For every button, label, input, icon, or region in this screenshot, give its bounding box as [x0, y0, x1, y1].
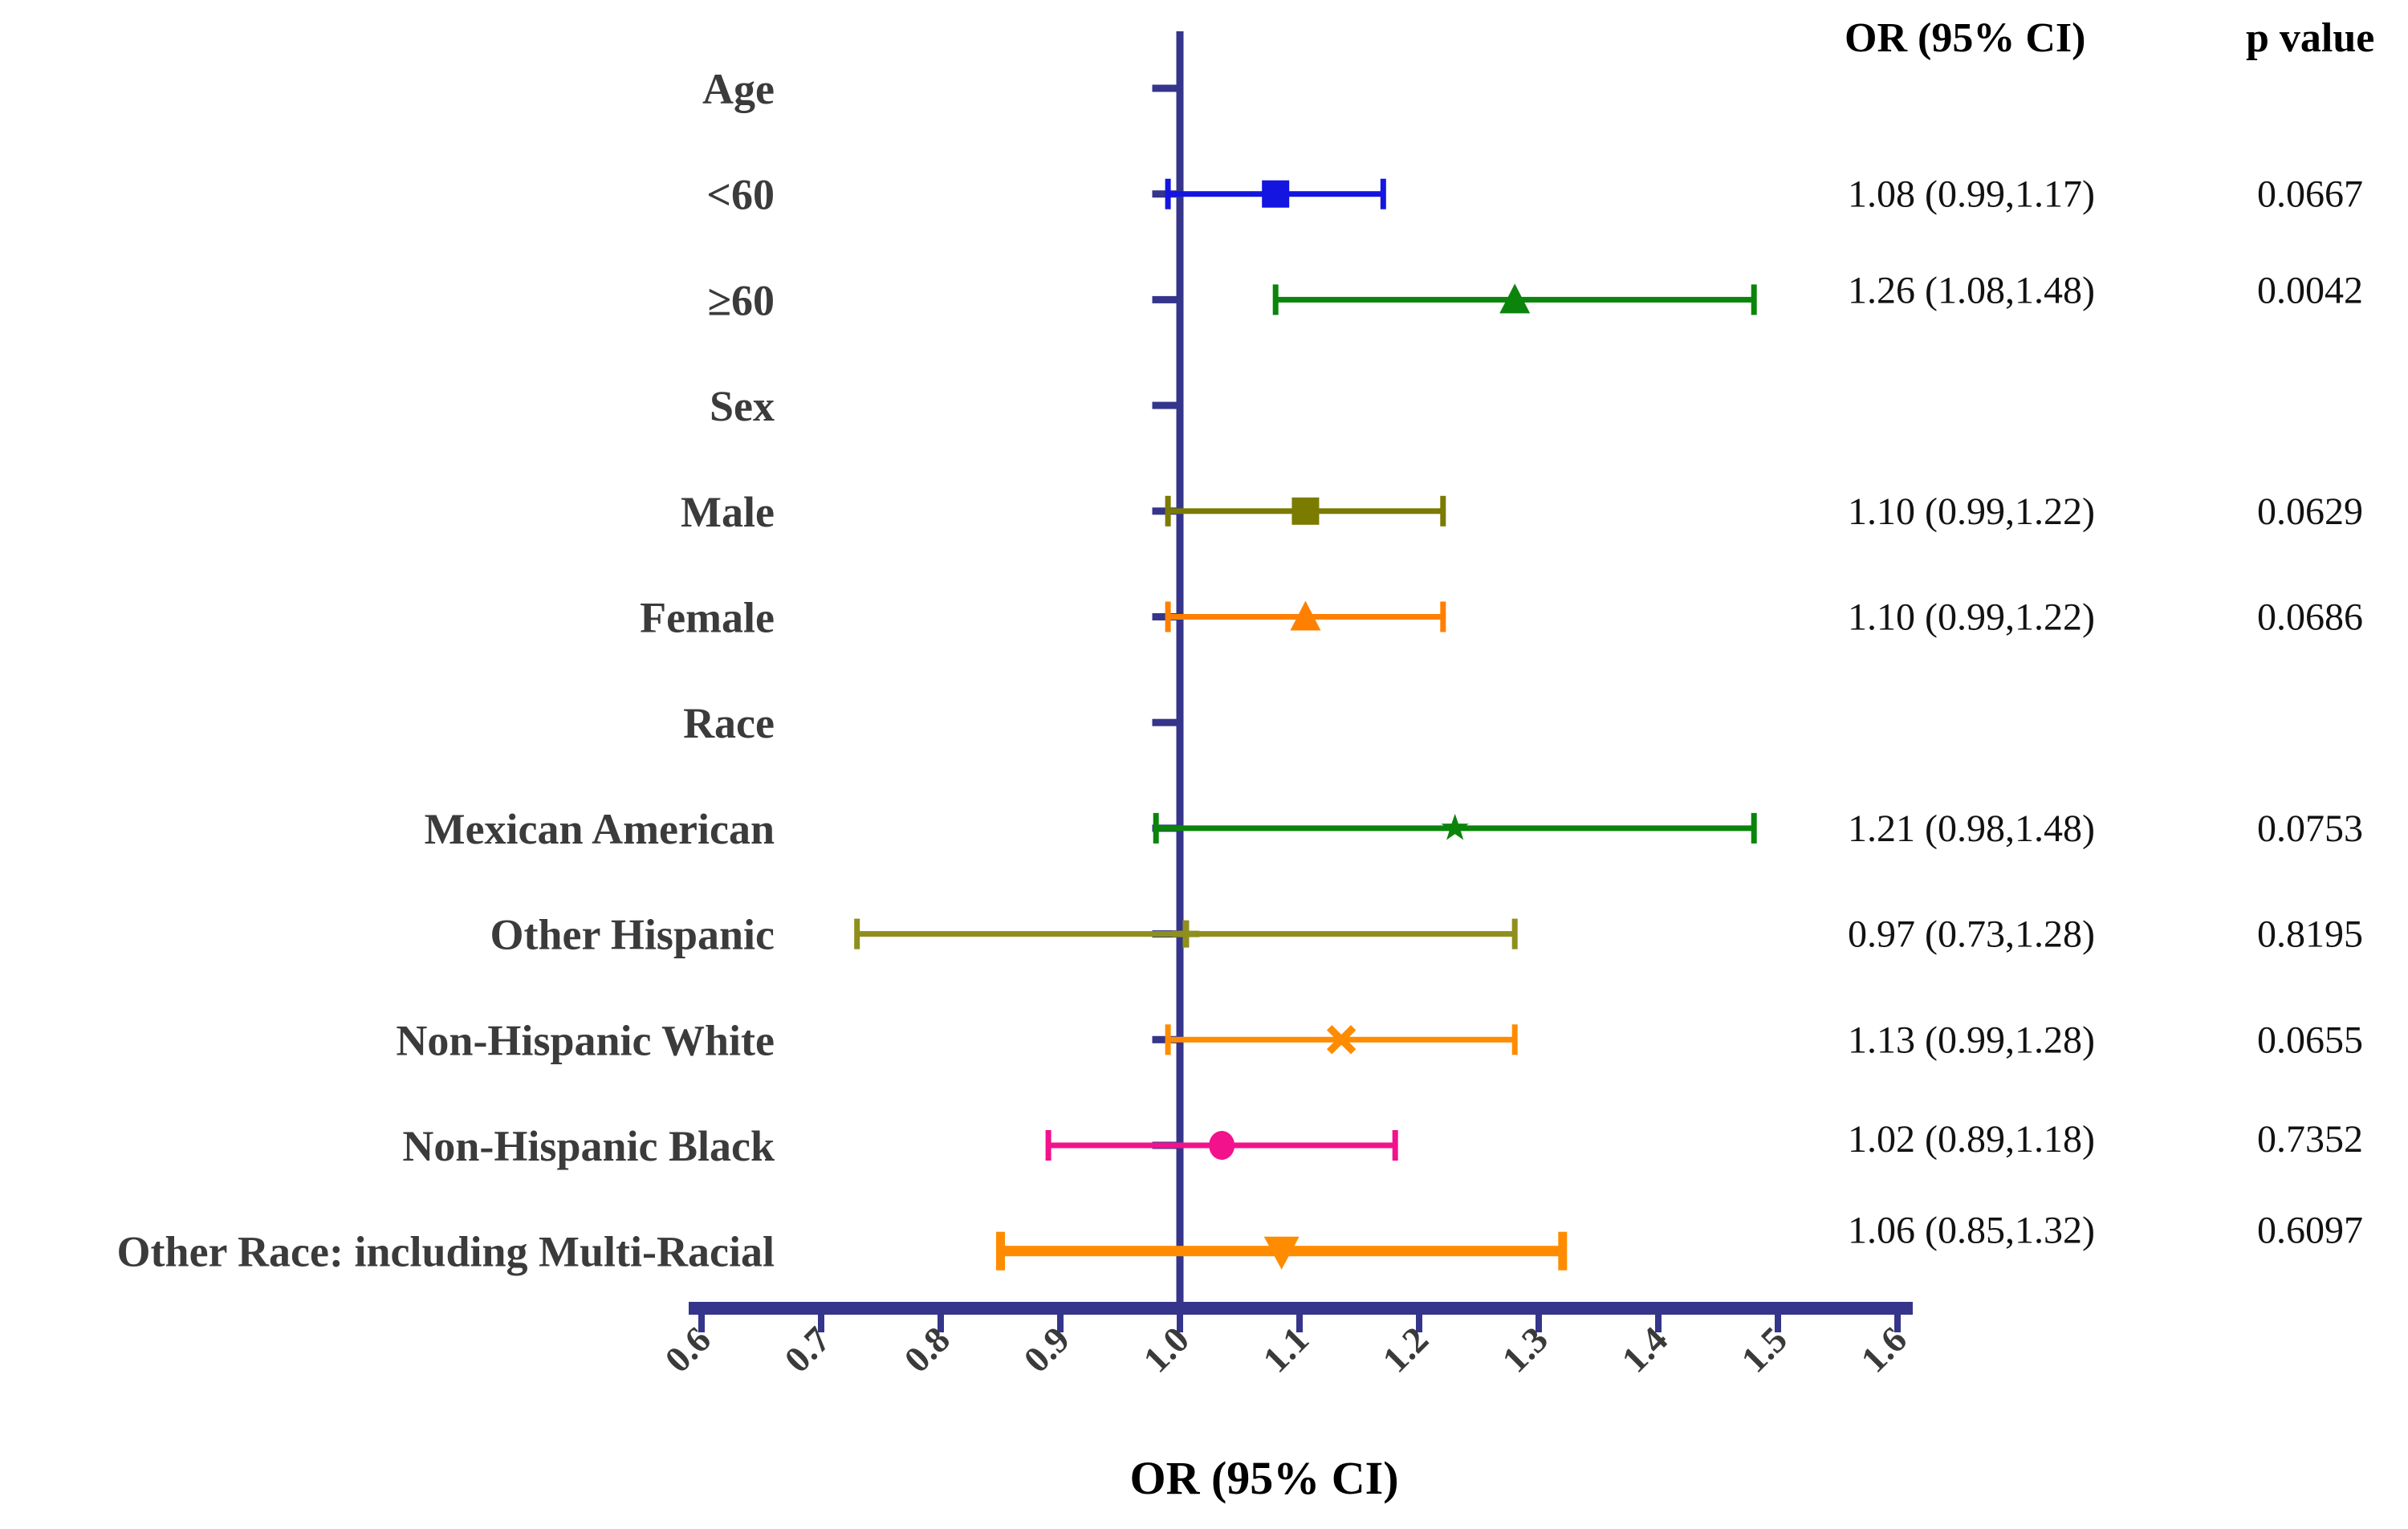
row-label: Mexican American [425, 805, 775, 853]
or-ci-value: 1.13 (0.99,1.28) [1848, 1019, 2095, 1061]
reference-line-or-1 [1176, 31, 1184, 1308]
ci-cap-high [1392, 1130, 1398, 1161]
y-axis-tick [1152, 1035, 1177, 1043]
ci-cap-high [1440, 495, 1446, 527]
x-axis-tick-label: 1.3 [1494, 1319, 1556, 1381]
ci-cap-low [854, 918, 860, 950]
x-axis-tick-label: 1.6 [1853, 1319, 1914, 1381]
p-value: 0.7352 [2257, 1118, 2363, 1161]
ci-cap-low [1272, 284, 1279, 315]
or-ci-value: 1.10 (0.99,1.22) [1848, 490, 2095, 533]
x-axis-tick [1894, 1313, 1901, 1332]
marker-plus [1182, 920, 1190, 948]
ci-cap-high [1380, 178, 1386, 209]
marker-triangle-up [1290, 600, 1321, 631]
row-label: Non-Hispanic White [396, 1016, 775, 1064]
p-value: 0.0686 [2257, 596, 2363, 639]
row-label: Non-Hispanic Black [402, 1122, 775, 1170]
x-axis-tick-label: 1.5 [1733, 1319, 1795, 1381]
x-axis-tick-label: 1.2 [1374, 1319, 1436, 1381]
ci-cap-low [996, 1231, 1005, 1271]
x-axis-tick-label: 1.0 [1135, 1319, 1197, 1381]
x-axis-tick-label: 0.7 [776, 1319, 838, 1381]
row-label: Male [681, 488, 775, 536]
ci-cap-low [1045, 1130, 1051, 1161]
marker-circle [1209, 1131, 1235, 1160]
ci-cap-high [1751, 284, 1757, 315]
ci-cap-high [1511, 918, 1518, 950]
x-axis-tick [1536, 1313, 1542, 1332]
p-value: 0.0655 [2257, 1019, 2363, 1061]
y-axis-tick [1152, 295, 1177, 303]
y-axis-tick [1152, 507, 1177, 515]
or-ci-value: 1.02 (0.89,1.18) [1848, 1118, 2095, 1161]
row-label: <60 [706, 171, 775, 219]
p-value: 0.0042 [2257, 269, 2363, 311]
ci-cap-low [1165, 495, 1171, 527]
x-axis-tick [1655, 1313, 1662, 1332]
ci-cap-low [1165, 178, 1171, 209]
or-ci-value: 1.10 (0.99,1.22) [1848, 596, 2095, 639]
row-label: Other Race: including Multi-Racial [117, 1228, 775, 1276]
x-axis-tick [1057, 1313, 1064, 1332]
marker-triangle-down [1263, 1236, 1300, 1270]
ci-cap-low [1165, 601, 1171, 632]
ci-cap-high [1751, 812, 1757, 844]
x-axis-tick [1296, 1313, 1303, 1332]
x-axis-tick [1416, 1313, 1422, 1332]
or-ci-value: 1.26 (1.08,1.48) [1848, 269, 2095, 311]
y-axis-tick [1152, 401, 1177, 409]
x-axis-line [689, 1302, 1913, 1315]
or-ci-value: 1.21 (0.98,1.48) [1848, 807, 2095, 850]
group-label: Sex [710, 382, 775, 430]
or-ci-value: 1.08 (0.99,1.17) [1848, 173, 2095, 216]
p-value: 0.0753 [2257, 807, 2363, 850]
x-axis-tick [698, 1313, 705, 1332]
y-axis-tick [1152, 84, 1177, 92]
x-axis-tick-label: 0.9 [1015, 1319, 1077, 1381]
x-axis-tick [1775, 1313, 1781, 1332]
y-axis-tick [1152, 613, 1177, 620]
ci-cap-low [1165, 1024, 1171, 1055]
x-axis-tick-label: 0.8 [896, 1319, 958, 1381]
p-value: 0.0667 [2257, 173, 2363, 216]
marker-triangle-up [1499, 283, 1531, 314]
group-label: Race [683, 699, 775, 747]
x-axis-tick [818, 1313, 824, 1332]
ci-cap-high [1440, 601, 1446, 632]
x-axis-title: OR (95% CI) [1129, 1452, 1399, 1504]
row-label: Female [640, 594, 775, 642]
marker-star [1441, 813, 1469, 840]
marker-square [1291, 497, 1320, 525]
row-label: Other Hispanic [490, 911, 775, 959]
x-axis-tick [1177, 1313, 1183, 1332]
p-value: 0.0629 [2257, 490, 2363, 533]
group-label: Age [702, 65, 775, 113]
or-ci-value: 0.97 (0.73,1.28) [1848, 913, 2095, 956]
ci-cap-low [1153, 812, 1159, 844]
x-axis-tick-label: 1.4 [1613, 1319, 1675, 1381]
marker-x [1326, 1025, 1357, 1055]
p-value-column-header: p value [2246, 15, 2375, 61]
x-axis-tick [938, 1313, 944, 1332]
y-axis-tick [1152, 190, 1177, 198]
ci-cap-high [1558, 1231, 1568, 1271]
or-ci-value: 1.06 (0.85,1.32) [1848, 1210, 2095, 1252]
p-value: 0.8195 [2257, 913, 2363, 956]
ci-cap-high [1511, 1024, 1518, 1055]
y-axis-tick [1152, 718, 1177, 726]
marker-square [1262, 180, 1290, 208]
x-axis-tick-label: 0.6 [657, 1319, 718, 1381]
or-ci-column-header: OR (95% CI) [1845, 15, 2086, 61]
row-label: ≥60 [707, 276, 775, 324]
p-value: 0.6097 [2257, 1210, 2363, 1252]
x-axis-tick-label: 1.1 [1255, 1319, 1316, 1381]
